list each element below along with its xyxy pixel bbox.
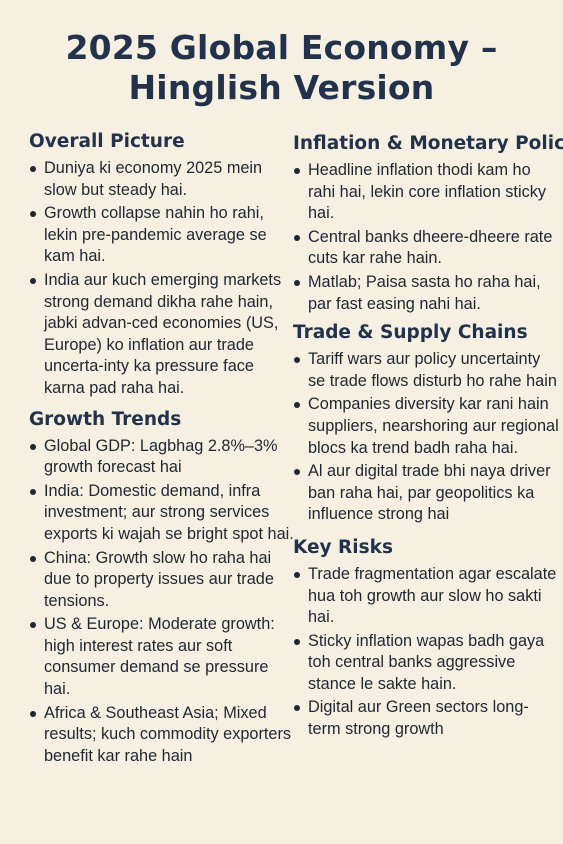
list-item-text: India: Domestic demand, infra investment…	[44, 481, 294, 543]
page-title: 2025 Global Economy – Hinglish Version	[0, 28, 563, 108]
bullet-icon	[30, 488, 36, 495]
list-item: Growth collapse nahin ho rahi, lekin pre…	[29, 203, 297, 268]
risks-list: Trade fragmentation agar escalate hua to…	[293, 564, 561, 741]
title-line-1: 2025 Global Economy –	[65, 28, 498, 67]
trade-list: Tariff wars aur policy uncertainty se tr…	[293, 349, 561, 526]
list-item-text: Companies diversity kar rani hain suppli…	[308, 395, 559, 457]
left-column: Overall Picture Duniya ki economy 2025 m…	[29, 130, 297, 769]
list-item: Matlab; Paisa sasta ho raha hai, par fas…	[293, 272, 561, 315]
section-heading-overall: Overall Picture	[29, 131, 185, 152]
bullet-icon	[30, 166, 36, 172]
inflation-list: Headline inflation thodi kam ho rahi hai…	[293, 160, 561, 315]
list-item-text: Headline inflation thodi kam ho rahi hai…	[308, 161, 546, 223]
list-item: Global GDP: Lagbhag 2.8%–3% growth forec…	[29, 436, 297, 479]
overall-list: Duniya ki economy 2025 mein slow but ste…	[29, 158, 297, 400]
section-heading-inflation: Inflation & Monetary Policy	[293, 133, 563, 154]
list-item-text: India aur kuch emerging markets strong d…	[44, 270, 282, 397]
list-item: Africa & Southeast Asia; Mixed results; …	[29, 703, 297, 768]
title-line-2: Hinglish Version	[128, 68, 435, 107]
bullet-icon	[294, 469, 300, 476]
bullet-icon	[294, 705, 300, 712]
bullet-icon	[294, 571, 300, 578]
list-item-text: Tariff wars aur policy uncertainty se tr…	[308, 350, 557, 390]
list-item: Duniya ki economy 2025 mein slow but ste…	[29, 158, 297, 201]
growth-list: Global GDP: Lagbhag 2.8%–3% growth forec…	[29, 436, 297, 768]
list-item: India: Domestic demand, infra investment…	[29, 481, 297, 546]
bullet-icon	[30, 555, 36, 562]
bullet-icon	[294, 168, 300, 174]
list-item-text: Duniya ki economy 2025 mein slow but ste…	[44, 159, 263, 199]
list-item-text: Digital aur Green sectors long-term stro…	[308, 698, 529, 739]
bullet-icon	[30, 211, 36, 218]
list-item: Headline inflation thodi kam ho rahi hai…	[293, 160, 561, 225]
list-item: US & Europe: Moderate growth: high inter…	[29, 614, 297, 700]
bullet-icon	[30, 277, 36, 284]
bullet-icon	[30, 443, 36, 450]
list-item: Digital aur Green sectors long-term stro…	[293, 697, 561, 740]
section-heading-risks: Key Risks	[293, 536, 393, 558]
section-growth: Growth Trends Global GDP: Lagbhag 2.8%–3…	[29, 408, 297, 768]
bullet-icon	[294, 638, 300, 645]
bullet-icon	[30, 622, 36, 629]
section-heading-growth: Growth Trends	[29, 408, 182, 430]
bullet-icon	[294, 279, 300, 286]
list-item-text: Al aur digital trade bhi naya driver ban…	[308, 462, 551, 524]
section-trade: Trade & Supply Chains Tariff wars aur po…	[293, 321, 561, 526]
bullet-icon	[294, 402, 300, 409]
section-overall: Overall Picture Duniya ki economy 2025 m…	[29, 130, 297, 400]
list-item-text: Global GDP: Lagbhag 2.8%–3% growth forec…	[44, 436, 278, 477]
list-item-text: Africa & Southeast Asia; Mixed results; …	[44, 703, 292, 765]
list-item: China: Growth slow ho raha hai due to pr…	[29, 548, 297, 613]
list-item-text: Sticky inflation wapas badh gaya toh cen…	[308, 631, 545, 693]
right-column: Inflation & Monetary Policy Headline inf…	[293, 132, 563, 743]
list-item-text: US & Europe: Moderate growth: high inter…	[44, 615, 275, 699]
list-item-text: Growth collapse nahin ho rahi, lekin pre…	[44, 204, 267, 266]
list-item-text: Central banks dheere-dheere rate cuts ka…	[308, 227, 553, 268]
list-item: Trade fragmentation agar escalate hua to…	[293, 564, 561, 629]
bullet-icon	[30, 710, 36, 717]
list-item-text: China: Growth slow ho raha hai due to pr…	[44, 548, 274, 610]
section-risks: Key Risks Trade fragmentation agar escal…	[293, 536, 561, 741]
list-item: Central banks dheere-dheere rate cuts ka…	[293, 227, 561, 270]
list-item: Tariff wars aur policy uncertainty se tr…	[293, 349, 561, 392]
list-item: India aur kuch emerging markets strong d…	[29, 270, 297, 400]
bullet-icon	[294, 234, 300, 241]
section-inflation: Inflation & Monetary Policy Headline inf…	[293, 132, 563, 315]
list-item: Sticky inflation wapas badh gaya toh cen…	[293, 631, 561, 696]
list-item-text: Matlab; Paisa sasta ho raha hai, par fas…	[308, 272, 541, 313]
bullet-icon	[294, 357, 300, 364]
section-heading-trade: Trade & Supply Chains	[293, 322, 528, 344]
list-item-text: Trade fragmentation agar escalate hua to…	[308, 564, 557, 627]
list-item: Al aur digital trade bhi naya driver ban…	[293, 461, 561, 526]
list-item: Companies diversity kar rani hain suppli…	[293, 394, 561, 459]
